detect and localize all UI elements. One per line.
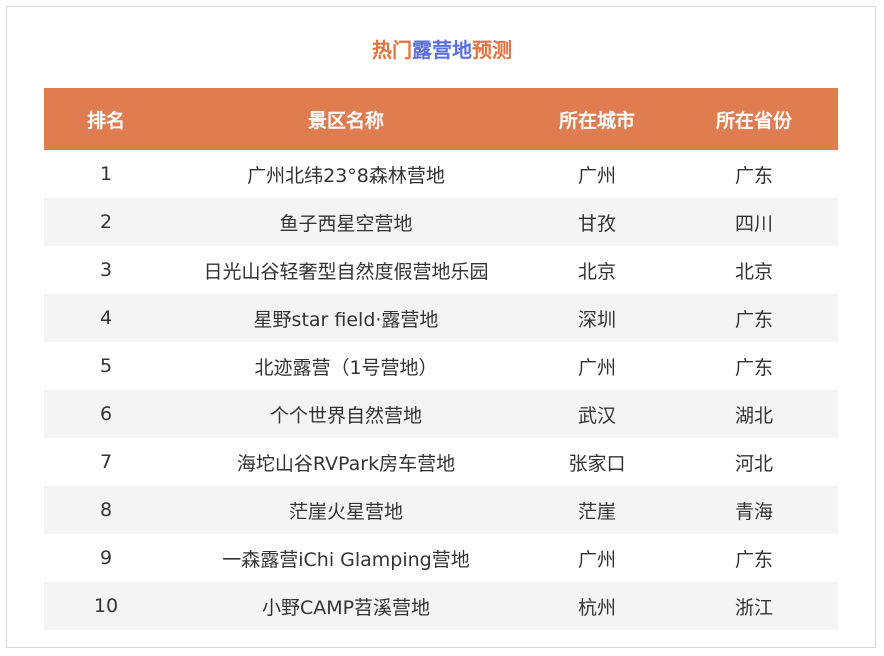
table-cell: 广东	[670, 294, 838, 342]
table-cell: 杭州	[524, 582, 670, 630]
table-cell: 广东	[734, 164, 773, 187]
title-part: 预测	[472, 38, 512, 62]
table-cell: 广东	[734, 356, 773, 379]
table-cell: 6	[44, 390, 168, 438]
table-cell: 4	[44, 294, 168, 342]
table-cell: 2	[44, 198, 168, 246]
table-cell: 北京	[577, 260, 616, 283]
table-cell: 鱼子西星空营地	[168, 198, 524, 246]
table-cell: 10	[44, 582, 168, 630]
table-cell: 广东	[734, 548, 773, 571]
table-cell: 海坨山谷RVPark房车营地	[236, 452, 456, 475]
column-header: 排名	[44, 88, 168, 150]
table-row: 7 海坨山谷RVPark房车营地 张家口 河北	[44, 438, 838, 486]
table-cell: 北京	[734, 260, 773, 283]
table-cell: 四川	[670, 198, 838, 246]
page-title: 热门露营地预测	[0, 34, 884, 63]
table-cell: 5	[99, 355, 113, 377]
table-cell: 武汉	[524, 390, 670, 438]
table-cell: 3	[99, 259, 113, 281]
table-cell: 1	[99, 163, 113, 185]
table-cell: 茫崖	[524, 486, 670, 534]
table-cell: 一森露营iChi Glamping营地	[222, 548, 470, 571]
table-cell: 小野CAMP苕溪营地	[168, 582, 524, 630]
table-cell: 湖北	[670, 390, 838, 438]
table-cell: 个个世界自然营地	[168, 390, 524, 438]
table-cell: 甘孜	[524, 198, 670, 246]
table-cell: 日光山谷轻奢型自然度假营地乐园	[203, 260, 489, 283]
table-cell: 北迹露营（1号营地）	[254, 356, 438, 379]
ranking-table: 排名 景区名称 所在城市 所在省份 1 广州北纬23°8森林营地 广州 广东 2 鱼子西星空营地…	[44, 88, 838, 630]
table-row: 6 个个世界自然营地 武汉 湖北	[44, 390, 838, 438]
table-cell: 张家口	[568, 452, 626, 475]
table-cell: 广州北纬23°8森林营地	[247, 164, 445, 187]
table-row: 4 星野star field·露营地 深圳 广东	[44, 294, 838, 342]
table-row: 8 茫崖火星营地 茫崖 青海	[44, 486, 838, 534]
table-cell: 9	[99, 547, 113, 569]
table-cell: 广州	[577, 548, 616, 571]
table-header: 排名 景区名称 所在城市 所在省份	[44, 88, 838, 150]
table-row: 1 广州北纬23°8森林营地 广州 广东	[44, 150, 838, 198]
column-header: 景区名称	[168, 88, 524, 150]
table-cell: 星野star field·露营地	[168, 294, 524, 342]
table-cell: 8	[44, 486, 168, 534]
title-part: 露营地	[412, 38, 472, 62]
column-header: 所在省份	[670, 88, 838, 150]
table-row: 9 一森露营iChi Glamping营地 广州 广东	[44, 534, 838, 582]
table-cell: 浙江	[670, 582, 838, 630]
table-cell: 深圳	[524, 294, 670, 342]
table-cell: 茫崖火星营地	[168, 486, 524, 534]
column-header: 所在城市	[524, 88, 670, 150]
table-row: 5 北迹露营（1号营地） 广州 广东	[44, 342, 838, 390]
table-cell: 7	[99, 451, 113, 473]
table-cell: 广州	[577, 164, 616, 187]
table-cell: 广州	[577, 356, 616, 379]
table-cell: 河北	[734, 452, 773, 475]
title-part: 热门	[372, 38, 412, 62]
table-row: 10 小野CAMP苕溪营地 杭州 浙江	[44, 582, 838, 630]
table-row: 2 鱼子西星空营地 甘孜 四川	[44, 198, 838, 246]
table-row: 3 日光山谷轻奢型自然度假营地乐园 北京 北京	[44, 246, 838, 294]
table-cell: 青海	[670, 486, 838, 534]
page-frame	[6, 6, 876, 648]
